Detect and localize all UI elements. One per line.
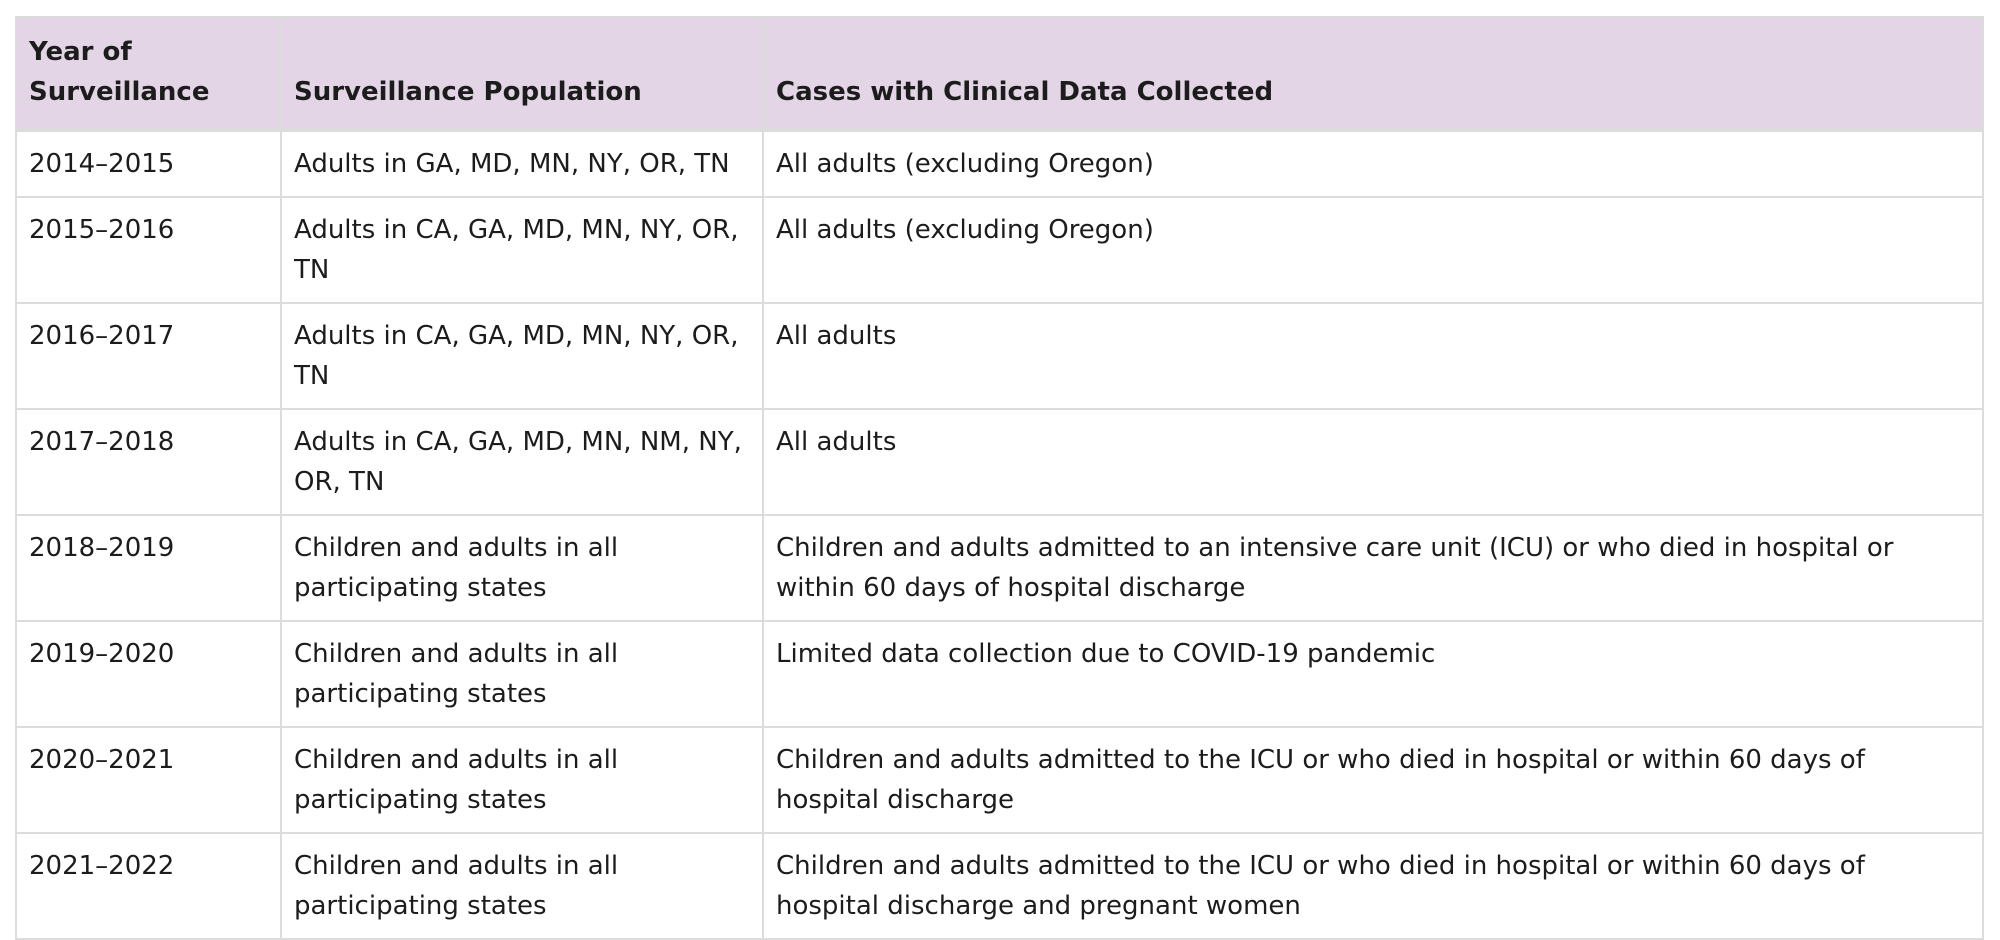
table-row: 2015–2016 Adults in CA, GA, MD, MN, NY, … — [15, 196, 1984, 304]
table-row: 2016–2017 Adults in CA, GA, MD, MN, NY, … — [15, 302, 1984, 410]
cell-cases: Children and adults admitted to the ICU … — [762, 726, 1984, 834]
header-cases-with-clinical-data: Cases with Clinical Data Collected — [762, 16, 1984, 132]
cell-year: 2020–2021 — [15, 726, 282, 834]
cell-cases: All adults (excluding Oregon) — [762, 129, 1984, 198]
cell-year: 2016–2017 — [15, 302, 282, 410]
table-row: 2017–2018 Adults in CA, GA, MD, MN, NM, … — [15, 408, 1984, 516]
cell-population: Children and adults in all participating… — [280, 514, 764, 622]
cell-year: 2017–2018 — [15, 408, 282, 516]
header-year-of-surveillance: Year of Surveillance — [15, 16, 282, 132]
cell-population: Adults in CA, GA, MD, MN, NY, OR, TN — [280, 196, 764, 304]
cell-year: 2019–2020 — [15, 620, 282, 728]
cell-cases: All adults — [762, 302, 1984, 410]
header-surveillance-population: Surveillance Population — [280, 16, 764, 132]
cell-population: Children and adults in all participating… — [280, 832, 764, 940]
table-row: 2018–2019 Children and adults in all par… — [15, 514, 1984, 622]
table-header: Year of Surveillance Surveillance Popula… — [15, 16, 1984, 132]
table-row: 2014–2015 Adults in GA, MD, MN, NY, OR, … — [15, 129, 1984, 198]
cell-cases: All adults — [762, 408, 1984, 516]
surveillance-table: Year of Surveillance Surveillance Popula… — [15, 16, 1984, 940]
cell-cases: Children and adults admitted to an inten… — [762, 514, 1984, 622]
cell-population: Adults in CA, GA, MD, MN, NM, NY, OR, TN — [280, 408, 764, 516]
cell-year: 2014–2015 — [15, 129, 282, 198]
cell-population: Children and adults in all participating… — [280, 620, 764, 728]
cell-year: 2021–2022 — [15, 832, 282, 940]
table-row: 2020–2021 Children and adults in all par… — [15, 726, 1984, 834]
cell-population: Adults in GA, MD, MN, NY, OR, TN — [280, 129, 764, 198]
cell-population: Children and adults in all participating… — [280, 726, 764, 834]
table-row: 2019–2020 Children and adults in all par… — [15, 620, 1984, 728]
header-row: Year of Surveillance Surveillance Popula… — [15, 16, 1984, 132]
cell-cases: Children and adults admitted to the ICU … — [762, 832, 1984, 940]
surveillance-table-container: Year of Surveillance Surveillance Popula… — [15, 16, 1984, 940]
cell-year: 2018–2019 — [15, 514, 282, 622]
table-body: 2014–2015 Adults in GA, MD, MN, NY, OR, … — [15, 129, 1984, 940]
cell-population: Adults in CA, GA, MD, MN, NY, OR, TN — [280, 302, 764, 410]
table-row: 2021–2022 Children and adults in all par… — [15, 832, 1984, 940]
cell-year: 2015–2016 — [15, 196, 282, 304]
cell-cases: Limited data collection due to COVID-19 … — [762, 620, 1984, 728]
cell-cases: All adults (excluding Oregon) — [762, 196, 1984, 304]
